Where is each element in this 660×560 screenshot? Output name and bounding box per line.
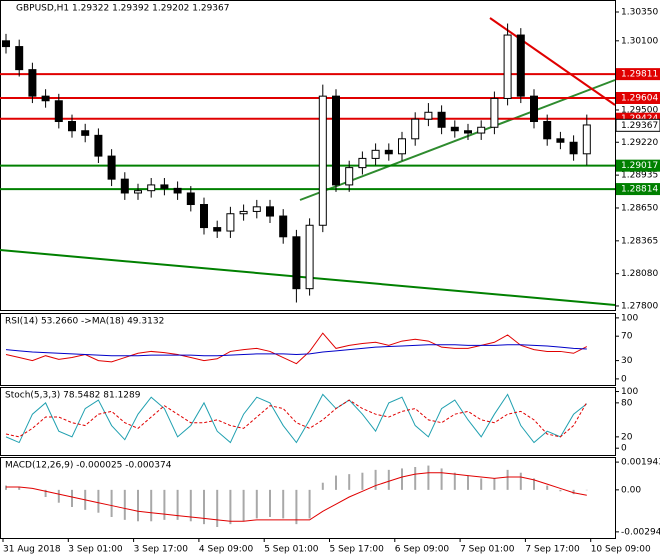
x-tick-label: 5 Sep 17:00 [330,545,385,555]
level-tag [616,91,660,104]
candle-body [213,227,222,232]
candle-body [516,34,525,97]
trend-line [489,17,616,106]
y-tick-label: 1.29500 [621,105,658,115]
y-tick-label: 1.30100 [621,36,658,46]
candle-body [490,97,499,128]
y-tick-label: 1.29220 [621,138,658,148]
x-tick-label: 10 Sep 09:00 [591,545,651,555]
candle-body [173,187,182,194]
x-tick-label: 31 Aug 2018 [3,545,61,555]
indicator-line [5,344,587,357]
candle-body [200,204,208,229]
candle-body [556,138,565,143]
candle-body [569,141,578,155]
y-tick-label: 30 [621,356,633,366]
x-tick-label: 4 Sep 09:00 [199,545,254,555]
signal-line [6,472,587,522]
macd-panel [0,457,616,539]
candle-body [68,121,76,132]
candle-body [41,95,50,102]
y-tick-label: 1.28080 [621,269,658,279]
candle-body [464,130,472,134]
current-price: 1.29367 [621,121,658,131]
y-tick-label: 1.28365 [621,236,658,246]
panel-title: RSI(14) 53.2660 ->MA(18) 49.3132 [5,317,164,327]
candle-body [94,134,103,157]
candle-body [54,100,63,123]
candle-body [530,95,538,123]
candle-body [292,236,301,290]
candle-body [2,40,10,48]
y-tick-label: 100 [621,313,638,323]
candle-body [239,210,248,215]
candle-body [266,206,274,217]
candle-body [398,138,406,155]
candle-body [15,46,24,71]
candle-body [186,192,195,206]
level-tag [616,159,660,172]
candle-body [160,184,169,189]
x-tick-label: 3 Sep 17:00 [134,545,189,555]
y-tick-label: 0.00 [621,485,641,495]
y-tick-label: 1.28935 [621,171,658,181]
stoch-panel [0,387,616,456]
rsi-panel [0,313,616,386]
indicator-line [5,393,588,444]
x-tick-label: 3 Sep 01:00 [68,545,123,555]
y-tick-label: 1.30350 [621,7,658,17]
y-tick-label: 0 [621,444,627,454]
y-tick-label: 1.27800 [621,301,658,311]
x-tick-label: 6 Sep 09:00 [395,545,450,555]
y-tick-label: 0.001943 [621,458,660,468]
y-tick-label: 1.28650 [621,203,658,213]
candle-body [345,167,354,186]
candle-body [318,95,327,226]
candle-body [147,184,156,192]
candle-body [28,69,37,97]
candle-body [582,124,591,155]
candle-body [305,224,314,290]
candle-body [120,178,129,194]
candle-body [411,118,420,140]
panel-title: GBPUSD,H1 1.29322 1.29392 1.29202 1.2936… [16,4,229,14]
level-label: 1.28814 [621,185,658,195]
candle-body [332,95,340,186]
candle-body [252,206,261,212]
panel-title: MACD(12,26,9) -0.000025 -0.000374 [5,461,172,471]
candle-body [384,149,393,155]
x-tick-label: 5 Sep 01:00 [264,545,319,555]
candle-body [107,155,116,180]
level-label: 1.29017 [621,161,658,171]
y-tick-label: -0.00294 [621,527,660,537]
level-label: 1.29604 [621,93,658,103]
candle-body [134,190,142,194]
candle-body [424,111,433,120]
y-tick-label: 20 [621,432,633,442]
indicator-line [5,332,588,365]
candle-body [279,215,288,238]
candle-body [358,157,367,169]
y-tick-label: 0 [621,374,627,384]
candle-body [503,34,512,99]
candle-body [450,126,459,132]
panel-title: Stoch(5,3,3) 78.5482 81.1289 [5,391,141,401]
level-tag [616,183,660,196]
candle-body [437,111,446,128]
candle-body [371,149,380,159]
price-tag [615,118,660,132]
candle-body [477,126,486,134]
level-tag [616,68,660,81]
y-tick-label: 70 [621,332,633,342]
y-tick-label: 80 [621,398,633,408]
x-tick-label: 7 Sep 01:00 [460,545,515,555]
level-label: 1.29811 [621,70,658,80]
candle-body [81,130,90,136]
candle-body [226,213,235,232]
candle-body [543,121,552,140]
x-tick-label: 7 Sep 17:00 [525,545,580,555]
y-tick-label: 100 [621,387,638,397]
